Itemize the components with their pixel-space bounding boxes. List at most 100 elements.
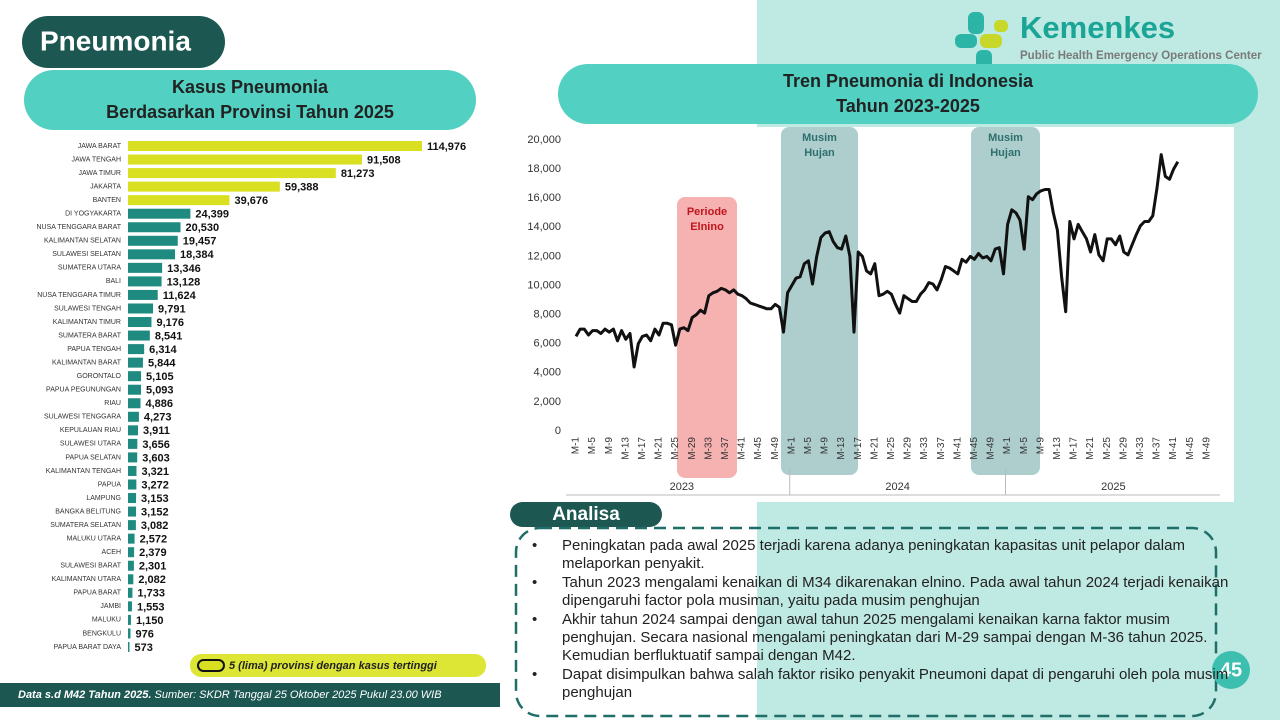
category-label: DI YOGYAKARTA	[65, 211, 121, 218]
line-title-pill	[558, 64, 1258, 124]
bar	[128, 628, 131, 639]
header-title: Pneumonia	[40, 25, 191, 56]
annotation-label: Musim	[802, 132, 837, 144]
analysis-title: Analisa	[552, 504, 620, 525]
y-tick-label: 10,000	[527, 279, 561, 291]
x-tick-label: M-13	[1052, 437, 1063, 460]
x-tick-label: M-5	[587, 437, 598, 455]
x-tick-label: M-41	[737, 437, 748, 460]
x-tick-label: M-45	[753, 437, 764, 460]
y-tick-label: 16,000	[527, 192, 561, 204]
y-tick-label: 6,000	[533, 338, 561, 350]
category-label: PAPUA PEGUNUNGAN	[46, 387, 121, 394]
category-label: KALIMANTAN BARAT	[52, 359, 122, 366]
value-label: 6,314	[149, 344, 177, 356]
value-label: 3,082	[141, 520, 169, 532]
x-tick-label: M-25	[886, 437, 897, 460]
bar	[128, 479, 137, 490]
value-label: 18,384	[180, 249, 215, 261]
x-tick-label: M-5	[1019, 437, 1030, 455]
value-label: 19,457	[183, 236, 217, 248]
annotation-region	[677, 197, 737, 478]
category-label: SULAWESI TENGGARA	[44, 414, 121, 421]
value-label: 3,153	[141, 493, 169, 505]
line-title: Tren Pneumonia di Indonesia	[783, 71, 1034, 91]
value-label: 573	[134, 642, 152, 654]
category-label: GORONTALO	[77, 373, 122, 380]
value-label: 91,508	[367, 154, 401, 166]
x-tick-label: M-9	[604, 437, 615, 455]
category-label: NUSA TENGGARA TIMUR	[37, 292, 121, 299]
logo-shape	[980, 34, 1002, 48]
x-tick-label: M-1	[571, 437, 582, 455]
bar	[128, 249, 176, 260]
line-title: Tahun 2023-2025	[836, 96, 980, 116]
bar	[128, 425, 139, 436]
x-tick-label: M-29	[1118, 437, 1129, 460]
y-tick-label: 12,000	[527, 250, 561, 262]
annotation-label: Musim	[988, 132, 1023, 144]
value-label: 13,346	[167, 263, 201, 275]
category-label: NUSA TENGGARA BARAT	[36, 224, 121, 231]
x-tick-label: M-17	[853, 437, 864, 460]
value-label: 9,176	[156, 317, 184, 329]
bar	[128, 344, 145, 355]
category-label: LAMPUNG	[86, 495, 121, 502]
bar	[128, 317, 152, 328]
bar	[128, 195, 230, 206]
analysis-list: Peningkatan pada awal 2025 terjadi karen…	[528, 537, 1232, 703]
x-tick-label: M-17	[637, 437, 648, 460]
bar	[128, 357, 143, 368]
line-panel	[510, 127, 1234, 502]
annotation-region	[971, 127, 1040, 475]
x-tick-label: M-13	[620, 437, 631, 460]
x-group-label: 2025	[1101, 481, 1125, 493]
category-label: KALIMANTAN SELATAN	[44, 238, 121, 245]
value-label: 3,152	[141, 506, 169, 518]
category-label: SULAWESI SELATAN	[52, 251, 121, 258]
value-label: 5,093	[146, 385, 174, 397]
category-label: BALI	[106, 278, 121, 285]
value-label: 1,733	[137, 588, 165, 600]
x-tick-label: M-5	[803, 437, 814, 455]
category-label: SULAWESI BARAT	[60, 563, 121, 570]
footer-source: Sumber: SKDR Tanggal 25 Oktober 2025 Puk…	[155, 689, 442, 701]
value-label: 81,273	[341, 168, 375, 180]
bar	[128, 330, 150, 341]
x-tick-label: M-21	[654, 437, 665, 460]
value-label: 59,388	[285, 182, 319, 194]
value-label: 11,624	[163, 290, 197, 302]
x-tick-label: M-29	[687, 437, 698, 460]
legend-label: 5 (lima) provinsi dengan kasus tertinggi	[229, 660, 438, 672]
bar	[128, 614, 131, 625]
bar	[128, 520, 136, 531]
bar	[128, 384, 142, 395]
x-tick-label: M-9	[820, 437, 831, 455]
x-tick-label: M-33	[1135, 437, 1146, 460]
x-tick-label: M-37	[936, 437, 947, 460]
x-tick-label: M-1	[1002, 437, 1013, 455]
bar	[128, 601, 132, 612]
x-tick-label: M-37	[1152, 437, 1163, 460]
x-tick-label: M-33	[919, 437, 930, 460]
category-label: JAWA BARAT	[78, 143, 122, 150]
category-label: PAPUA BARAT DAYA	[54, 644, 122, 651]
category-label: PAPUA	[98, 481, 122, 488]
bar	[128, 141, 422, 151]
category-label: MALUKU	[92, 617, 121, 624]
x-tick-label: M-17	[1069, 437, 1080, 460]
category-label: PAPUA TENGAH	[67, 346, 121, 353]
bar	[128, 587, 133, 598]
logo-shape	[968, 12, 984, 34]
bar	[128, 276, 162, 287]
value-label: 2,082	[138, 574, 166, 586]
category-label: JAKARTA	[90, 183, 121, 190]
value-label: 4,886	[145, 398, 173, 410]
bar-title: Berdasarkan Provinsi Tahun 2025	[106, 102, 394, 122]
annotation-region	[781, 127, 858, 475]
bar	[128, 181, 280, 192]
x-group-label: 2024	[885, 481, 909, 493]
bar	[128, 547, 135, 558]
x-tick-label: M-45	[1185, 437, 1196, 460]
legend-pill	[190, 654, 486, 677]
